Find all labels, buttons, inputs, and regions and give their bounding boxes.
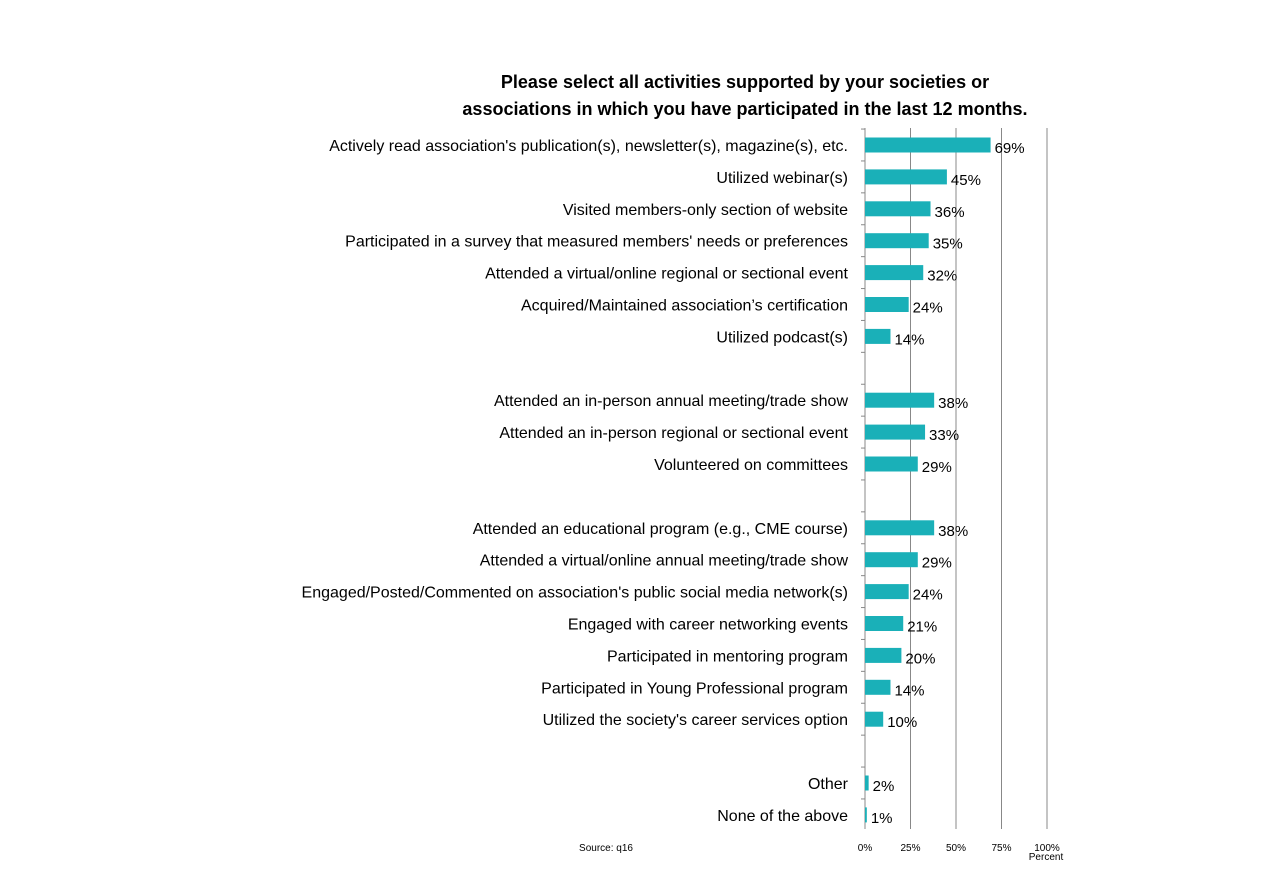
value-label: 38%: [938, 395, 968, 412]
bar: [865, 552, 918, 568]
category-label: Utilized podcast(s): [716, 329, 848, 346]
bar: [865, 775, 869, 791]
category-label: Attended an in-person regional or sectio…: [499, 425, 848, 442]
bar: [865, 328, 891, 344]
value-label: 14%: [894, 682, 924, 699]
category-label: Other: [808, 776, 849, 793]
category-label: Attended an educational program (e.g., C…: [473, 521, 848, 538]
category-label: Participated in a survey that measured m…: [345, 234, 848, 251]
category-label: Acquired/Maintained association’s certif…: [521, 298, 848, 315]
category-label: Engaged/Posted/Commented on association'…: [302, 585, 848, 602]
value-label: 24%: [913, 300, 943, 317]
value-label: 14%: [894, 331, 924, 348]
bar: [865, 265, 924, 281]
category-label: Visited members-only section of website: [563, 202, 848, 219]
bar: [865, 424, 926, 440]
bar: [865, 169, 947, 185]
bar: [865, 647, 902, 663]
x-tick-label: 75%: [991, 843, 1011, 854]
value-label: 2%: [873, 778, 895, 795]
bar: [865, 201, 931, 217]
bar: [865, 616, 904, 631]
category-label: Participated in Young Professional progr…: [541, 680, 848, 697]
x-axis-ticks: 0% 25% 50% 75% 100%: [858, 843, 1060, 854]
category-label: Utilized webinar(s): [716, 170, 848, 187]
value-label: 33%: [929, 427, 959, 444]
category-label: Utilized the society's career services o…: [543, 712, 848, 729]
bars-layer: Actively read association's publication(…: [302, 137, 1025, 827]
category-label: Participated in mentoring program: [607, 648, 848, 665]
x-axis-label: Percent: [1029, 852, 1064, 863]
value-label: 38%: [938, 523, 968, 540]
bar: [865, 520, 935, 536]
value-label: 32%: [927, 268, 957, 285]
value-label: 1%: [871, 810, 893, 827]
source-note: Source: q16: [579, 843, 633, 854]
bar: [865, 137, 991, 153]
value-label: 29%: [922, 555, 952, 572]
value-label: 35%: [933, 236, 963, 253]
value-label: 21%: [907, 619, 937, 636]
value-label: 69%: [995, 140, 1025, 157]
bar: [865, 807, 867, 823]
bar: [865, 297, 909, 312]
bar: [865, 392, 935, 408]
x-tick-label: 100%: [1034, 843, 1060, 854]
category-label: Actively read association's publication(…: [329, 138, 848, 155]
chart-title-line-2: associations in which you have participa…: [462, 99, 1027, 119]
bar: [865, 679, 891, 695]
category-label: Engaged with career networking events: [568, 617, 848, 634]
chart-title-line-1: Please select all activities supported b…: [501, 72, 989, 92]
category-label: Volunteered on committees: [654, 457, 848, 474]
x-tick-label: 0%: [858, 843, 873, 854]
bar: [865, 711, 884, 727]
x-tick-label: 25%: [900, 843, 920, 854]
value-label: 24%: [913, 587, 943, 604]
bar: [865, 456, 918, 472]
value-label: 10%: [887, 714, 917, 731]
category-label: Attended a virtual/online regional or se…: [485, 266, 848, 283]
category-label: None of the above: [717, 808, 848, 825]
bar: [865, 584, 909, 600]
value-label: 36%: [935, 204, 965, 221]
value-label: 29%: [922, 459, 952, 476]
category-label: Attended a virtual/online annual meeting…: [480, 553, 849, 570]
category-label: Attended an in-person annual meeting/tra…: [494, 393, 848, 410]
value-label: 20%: [905, 650, 935, 667]
x-tick-label: 50%: [946, 843, 966, 854]
value-label: 45%: [951, 172, 981, 189]
bar: [865, 233, 929, 249]
